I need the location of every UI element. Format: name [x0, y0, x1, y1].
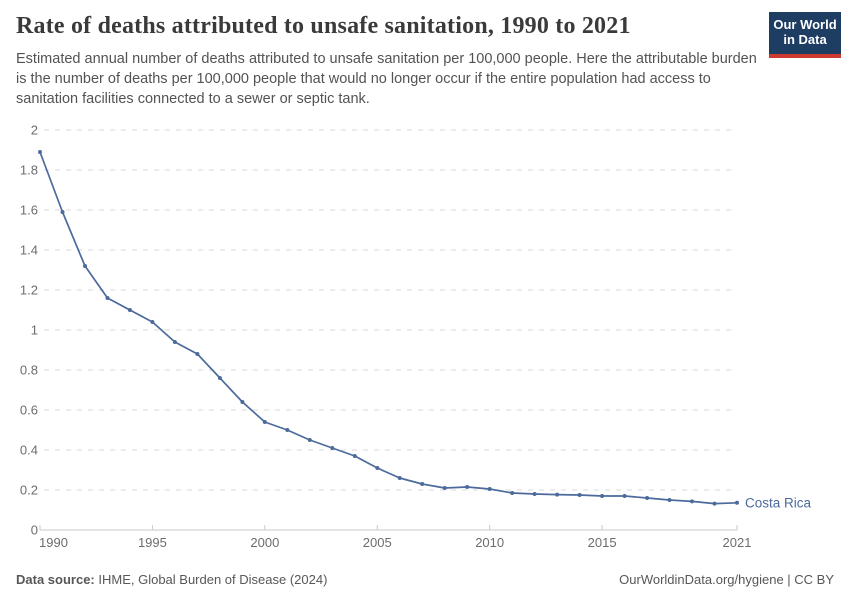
data-point[interactable]	[577, 493, 582, 497]
data-point[interactable]	[465, 485, 470, 489]
x-tick-label: 2000	[250, 535, 279, 550]
data-point[interactable]	[510, 491, 515, 495]
data-point[interactable]	[600, 494, 605, 498]
data-point[interactable]	[622, 494, 627, 498]
x-tick-label: 1995	[138, 535, 167, 550]
owid-logo[interactable]: Our World in Data	[769, 12, 841, 58]
data-point[interactable]	[487, 487, 492, 491]
data-point[interactable]	[217, 376, 222, 380]
x-tick-label: 2010	[475, 535, 504, 550]
data-source-label: Data source:	[16, 572, 95, 587]
y-tick-label: 2	[31, 123, 38, 138]
data-point[interactable]	[60, 210, 65, 214]
data-line[interactable]	[39, 151, 738, 505]
data-point[interactable]	[532, 492, 537, 496]
y-tick-label: 1.8	[20, 163, 38, 178]
y-tick-label: 1.6	[20, 203, 38, 218]
data-point[interactable]	[397, 476, 402, 480]
data-point[interactable]	[352, 454, 357, 458]
data-point[interactable]	[127, 308, 132, 312]
data-point[interactable]	[735, 500, 739, 505]
data-point[interactable]	[83, 264, 87, 268]
data-point[interactable]	[285, 428, 290, 432]
y-tick-label: 1.4	[20, 243, 38, 258]
data-point[interactable]	[38, 150, 42, 154]
y-tick-label: 0.4	[20, 443, 38, 458]
x-tick-label: 2005	[363, 535, 392, 550]
owid-logo-line1: Our World	[773, 17, 837, 32]
data-point[interactable]	[442, 486, 447, 490]
y-axis-labels: 0 0.2 0.4 0.6 0.8 1 1.2 1.4 1.6 1.8 2	[20, 123, 38, 538]
data-point[interactable]	[262, 420, 267, 424]
data-point[interactable]	[645, 496, 650, 500]
data-point[interactable]	[375, 466, 380, 470]
data-point[interactable]	[690, 499, 694, 504]
data-point[interactable]	[307, 438, 312, 442]
data-point[interactable]	[555, 492, 560, 497]
data-point[interactable]	[105, 296, 110, 300]
data-point[interactable]	[667, 498, 672, 502]
data-point[interactable]	[712, 501, 717, 506]
gridlines	[44, 129, 737, 491]
line-chart[interactable]: 0 0.2 0.4 0.6 0.8 1 1.2 1.4 1.6 1.8 2 1990 1995 2000 2…	[0, 115, 850, 575]
y-tick-label: 0	[31, 523, 38, 538]
data-point[interactable]	[330, 446, 335, 450]
y-tick-label: 1.2	[20, 283, 38, 298]
x-tick-label: 2015	[588, 535, 617, 550]
owid-logo-line2: in Data	[783, 32, 827, 48]
data-point[interactable]	[420, 482, 425, 486]
data-source-value: IHME, Global Burden of Disease (2024)	[94, 572, 328, 587]
series-costa-rica[interactable]: Costa Rica	[38, 150, 812, 510]
x-axis: 1990 1995 2000 2005 2010 2015 2021	[39, 525, 751, 550]
series-end-label[interactable]: Costa Rica	[745, 495, 812, 510]
credit-link[interactable]: OurWorldinData.org/hygiene | CC BY	[619, 572, 834, 587]
x-tick-label: 2021	[723, 535, 752, 550]
y-tick-label: 1	[31, 323, 38, 338]
y-tick-label: 0.6	[20, 403, 38, 418]
chart-subtitle: Estimated annual number of deaths attrib…	[16, 51, 757, 107]
x-tick-label: 1990	[39, 535, 68, 550]
data-point[interactable]	[150, 320, 155, 324]
page-title: Rate of deaths attributed to unsafe sani…	[16, 13, 631, 39]
data-point[interactable]	[240, 400, 245, 404]
y-tick-label: 0.2	[20, 483, 38, 498]
data-point[interactable]	[195, 352, 200, 356]
data-point[interactable]	[172, 340, 177, 344]
chart-footer: Data source: IHME, Global Burden of Dise…	[16, 572, 834, 587]
y-tick-label: 0.8	[20, 363, 38, 378]
chart-header: Rate of deaths attributed to unsafe sani…	[16, 13, 834, 109]
data-source: Data source: IHME, Global Burden of Dise…	[16, 572, 327, 587]
